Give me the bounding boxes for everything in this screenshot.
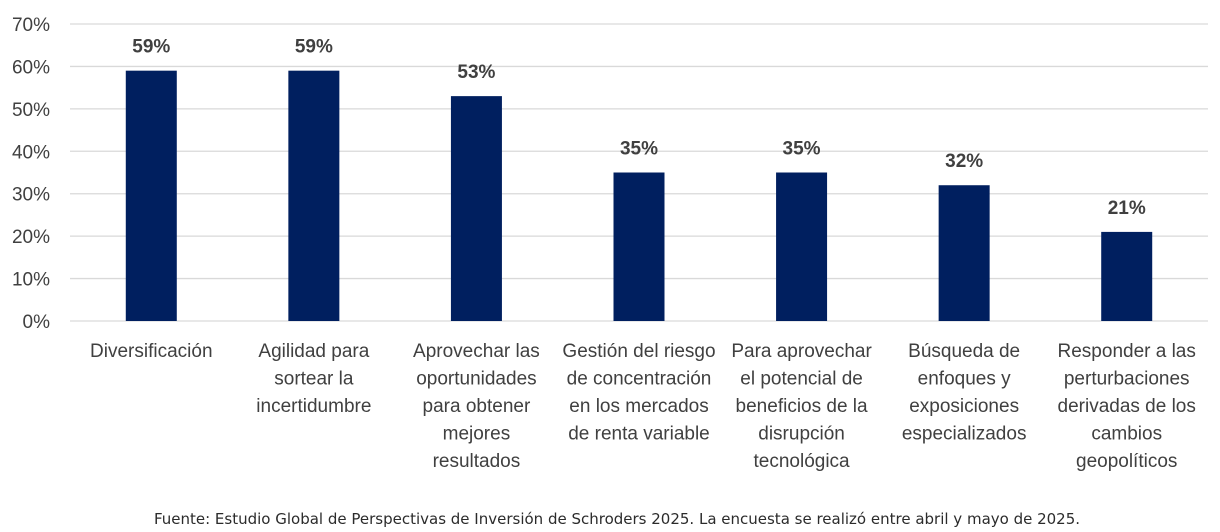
bar-chart: 0% 10% 20% 30% 40% 50% 60% 70% 59% 59% 53% 35% 35% 3… bbox=[12, 15, 1208, 472]
x-tick-label-line: en los mercados bbox=[569, 396, 708, 417]
x-tick-label-line: cambios bbox=[1091, 424, 1162, 445]
x-tick-label: Búsqueda de enfoques y exposiciones especia… bbox=[902, 341, 1027, 445]
x-tick-label-line: Búsqueda de bbox=[908, 341, 1020, 362]
data-label: 21% bbox=[1108, 198, 1146, 219]
y-tick-label: 60% bbox=[12, 57, 50, 78]
x-tick-label-line: Para aprovechar bbox=[731, 341, 872, 362]
y-tick-label: 70% bbox=[12, 15, 50, 36]
x-tick-label-line: resultados bbox=[433, 451, 521, 472]
data-labels: 59% 59% 53% 35% 35% 32% 21% bbox=[132, 37, 1146, 219]
x-tick-label-line: exposiciones bbox=[909, 396, 1019, 417]
x-tick-label: Agilidad para sortear la incertidumbre bbox=[256, 341, 371, 417]
y-axis: 0% 10% 20% 30% 40% 50% 60% 70% bbox=[12, 15, 50, 333]
x-tick-label-line: de renta variable bbox=[568, 424, 710, 445]
x-axis: Diversificación Agilidad para sortear la in… bbox=[90, 341, 1196, 472]
x-tick-label: Diversificación bbox=[90, 341, 212, 362]
bar bbox=[1101, 231, 1153, 321]
bar bbox=[288, 70, 340, 322]
x-tick-label-line: tecnológica bbox=[754, 451, 851, 472]
x-tick-label-line: Gestión del riesgo bbox=[562, 341, 715, 362]
x-tick-label-line: mejores bbox=[443, 424, 511, 445]
x-tick-label-line: para obtener bbox=[423, 396, 531, 417]
x-tick-label-line: perturbaciones bbox=[1064, 369, 1190, 390]
y-tick-label: 40% bbox=[12, 142, 50, 163]
x-tick-label-line: Aprovechar las bbox=[413, 341, 540, 362]
y-tick-label: 20% bbox=[12, 227, 50, 248]
x-tick-label: Aprovechar las oportunidades para obtener m… bbox=[413, 341, 540, 472]
x-tick-label: Responder a las perturbaciones derivadas d… bbox=[1058, 341, 1196, 472]
bar bbox=[450, 96, 502, 321]
x-tick-label-line: especializados bbox=[902, 424, 1027, 445]
x-tick-label-line: oportunidades bbox=[416, 369, 536, 390]
x-tick-label-line: beneficios de la bbox=[736, 396, 868, 417]
bar bbox=[125, 70, 177, 322]
y-tick-label: 30% bbox=[12, 185, 50, 206]
x-tick-label-line: enfoques y bbox=[918, 369, 1011, 390]
bar bbox=[613, 172, 665, 321]
bar bbox=[938, 185, 990, 321]
bars bbox=[125, 70, 1153, 322]
data-label: 32% bbox=[945, 151, 983, 172]
x-tick-label: Gestión del riesgo de concentración en los… bbox=[562, 341, 715, 445]
x-tick-label-line: Diversificación bbox=[90, 341, 212, 362]
x-tick-label-line: Responder a las bbox=[1058, 341, 1196, 362]
x-tick-label-line: derivadas de los bbox=[1058, 396, 1196, 417]
y-tick-label: 0% bbox=[23, 312, 51, 333]
bar bbox=[776, 172, 828, 321]
data-label: 59% bbox=[295, 37, 333, 58]
x-tick-label-line: de concentración bbox=[567, 369, 712, 390]
x-tick-label-line: disrupción bbox=[758, 424, 845, 445]
source-footnote: Fuente: Estudio Global de Perspectivas d… bbox=[153, 510, 1081, 528]
x-tick-label-line: sortear la bbox=[274, 369, 354, 390]
x-tick-label-line: geopolíticos bbox=[1076, 451, 1177, 472]
x-tick-label: Para aprovechar el potencial de beneficios… bbox=[731, 341, 872, 472]
data-label: 35% bbox=[783, 139, 821, 160]
y-tick-label: 10% bbox=[12, 270, 50, 291]
y-tick-label: 50% bbox=[12, 100, 50, 121]
data-label: 35% bbox=[620, 139, 658, 160]
data-label: 53% bbox=[457, 62, 495, 83]
x-tick-label-line: Agilidad para bbox=[258, 341, 369, 362]
x-tick-label-line: incertidumbre bbox=[256, 396, 371, 417]
x-tick-label-line: el potencial de bbox=[740, 369, 863, 390]
data-label: 59% bbox=[132, 37, 170, 58]
